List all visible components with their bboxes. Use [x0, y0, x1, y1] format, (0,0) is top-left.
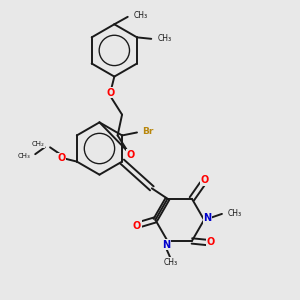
Text: O: O	[206, 237, 214, 248]
Text: CH₃: CH₃	[134, 11, 148, 20]
Text: CH₃: CH₃	[227, 209, 242, 218]
Text: CH₃: CH₃	[18, 153, 31, 159]
Text: N: N	[204, 213, 212, 224]
Text: O: O	[57, 153, 65, 163]
Text: CH₂: CH₂	[32, 141, 45, 147]
Text: O: O	[106, 88, 115, 98]
Text: O: O	[201, 175, 209, 185]
Text: CH₃: CH₃	[157, 34, 171, 43]
Text: N: N	[162, 239, 170, 250]
Text: O: O	[127, 150, 135, 160]
Text: CH₃: CH₃	[164, 258, 178, 267]
Text: O: O	[133, 221, 141, 231]
Text: Br: Br	[142, 128, 154, 136]
